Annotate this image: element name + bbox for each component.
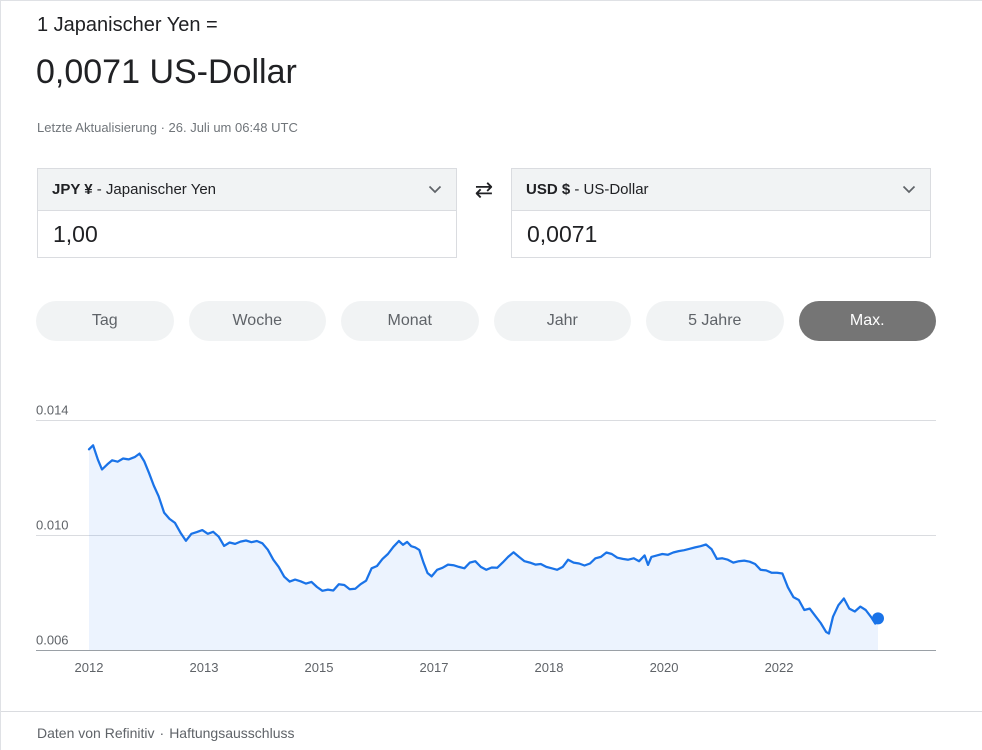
chevron-down-icon: [428, 185, 442, 194]
disclaimer-link[interactable]: Haftungsausschluss: [169, 725, 295, 741]
to-currency-name: - US-Dollar: [570, 181, 649, 198]
svg-text:2013: 2013: [190, 660, 219, 675]
from-currency-box: JPY ¥ - Japanischer Yen: [37, 168, 457, 258]
svg-text:2015: 2015: [305, 660, 334, 675]
rate-chart[interactable]: 0.014 0.010 0.006 2012 2013 2015 2017 2018 2020 2…: [36, 395, 936, 680]
range-pill-max[interactable]: Max.: [798, 301, 936, 341]
rate-value: 0,0071 US-Dollar: [36, 53, 297, 91]
footer-divider: [1, 711, 982, 712]
svg-text:0.006: 0.006: [36, 633, 69, 648]
range-pill-woche[interactable]: Woche: [188, 301, 326, 341]
svg-text:2018: 2018: [535, 660, 564, 675]
range-pill-5jahre[interactable]: 5 Jahre: [646, 301, 784, 341]
swap-currencies-button[interactable]: ⇄: [462, 169, 506, 211]
from-currency-select[interactable]: JPY ¥ - Japanischer Yen: [37, 168, 457, 211]
to-currency-box: USD $ - US-Dollar: [511, 168, 931, 258]
to-currency-code: USD $: [526, 181, 571, 198]
footer: Daten von Refinitiv · Haftungsausschluss: [37, 725, 294, 741]
from-amount-wrap: [37, 211, 457, 258]
from-currency-name: - Japanischer Yen: [92, 181, 217, 198]
from-currency-code: JPY ¥: [52, 181, 93, 198]
to-currency-select[interactable]: USD $ - US-Dollar: [511, 168, 931, 211]
last-updated: Letzte Aktualisierung · 26. Juli um 06:4…: [37, 120, 298, 135]
rate-chart-svg: 0.014 0.010 0.006 2012 2013 2015 2017 2018 2020 2…: [36, 403, 936, 675]
range-pill-tag[interactable]: Tag: [36, 301, 174, 341]
footer-separator: ·: [159, 725, 165, 741]
svg-text:2012: 2012: [75, 660, 104, 675]
range-pill-monat[interactable]: Monat: [341, 301, 479, 341]
svg-text:0.014: 0.014: [36, 403, 69, 418]
to-amount-input[interactable]: [512, 220, 930, 248]
to-amount-wrap: [511, 211, 931, 258]
chevron-down-icon: [902, 185, 916, 194]
swap-icon: ⇄: [474, 177, 494, 203]
svg-text:2017: 2017: [420, 660, 449, 675]
data-source: Daten von Refinitiv: [37, 725, 155, 741]
range-pill-jahr[interactable]: Jahr: [493, 301, 631, 341]
svg-text:2020: 2020: [650, 660, 679, 675]
svg-text:2022: 2022: [765, 660, 794, 675]
rate-label: 1 Japanischer Yen =: [37, 14, 218, 36]
from-amount-input[interactable]: [38, 220, 456, 248]
range-selector: Tag Woche Monat Jahr 5 Jahre Max.: [36, 301, 936, 341]
svg-text:0.010: 0.010: [36, 518, 69, 533]
